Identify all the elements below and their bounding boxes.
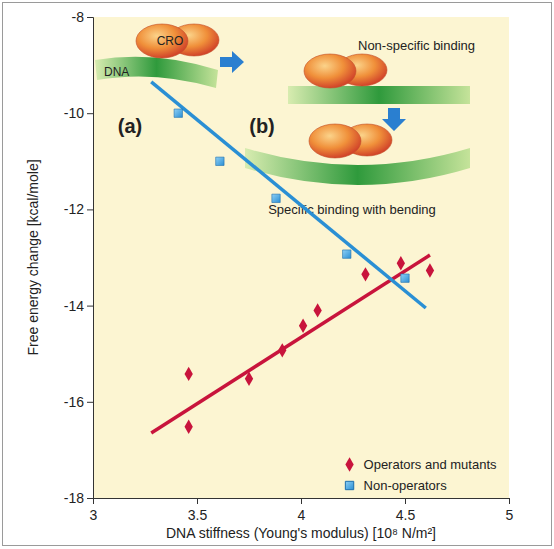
x-tick: 3 [90, 498, 98, 523]
data-point [185, 420, 193, 434]
y-tick-label: -16 [64, 394, 84, 410]
y-axis-line [87, 18, 94, 499]
x-tick-mark [197, 498, 198, 504]
legend-label: Operators and mutants [364, 457, 497, 472]
annotation: DNA [104, 65, 129, 79]
legend-label: Non-operators [364, 478, 448, 493]
data-point [245, 372, 253, 386]
fit-line [151, 255, 430, 433]
x-axis-title: DNA stiffness (Young's modulus) [10⁸ N/m… [166, 525, 436, 541]
plot-background [93, 17, 509, 498]
x-tick: 4 [298, 498, 306, 523]
data-point [216, 157, 224, 165]
legend-marker [345, 457, 353, 471]
protein-lobe [304, 54, 356, 88]
data-point [313, 303, 321, 317]
y-tick: -18 [64, 490, 93, 506]
y-tick: -8 [72, 9, 93, 25]
protein-icon [309, 124, 392, 158]
data-point [185, 367, 193, 381]
x-tick: 4.5 [396, 498, 416, 523]
legend-item: Non-operators [345, 478, 447, 493]
annotation: Non-specific binding [358, 38, 475, 53]
protein-lobe [136, 24, 188, 58]
x-tick-label: 5 [506, 507, 514, 523]
legend: Operators and mutants Non-operators [345, 457, 497, 493]
data-point [272, 194, 280, 202]
frame [3, 3, 552, 546]
fit-line [151, 82, 426, 308]
x-tick-mark [405, 498, 406, 504]
data-point [401, 274, 409, 282]
data-point [174, 109, 182, 117]
protein-icon [136, 24, 219, 58]
y-tick: -12 [64, 201, 93, 217]
dna-icon [95, 57, 218, 88]
y-axis: -18 -16 -14 -12 -10 -8 [64, 9, 94, 506]
arrow-icon [220, 51, 244, 73]
y-tick-label: -10 [64, 105, 84, 121]
data-point [426, 263, 434, 277]
y-axis-title: Free energy change [kcal/mole] [25, 159, 41, 355]
y-tick-mark [87, 113, 93, 114]
annotation: (a) [118, 115, 142, 137]
y-tick-mark [87, 402, 93, 403]
y-tick-mark [87, 17, 93, 18]
legend-item: Operators and mutants [345, 457, 497, 472]
x-axis: 3 3.5 4 4.5 5 [90, 498, 514, 523]
annotation: CRO [157, 34, 184, 48]
marks [151, 82, 434, 434]
protein-lobe [309, 124, 361, 158]
data-point [278, 343, 286, 357]
y-tick-label: -12 [64, 201, 84, 217]
dna-icon [288, 86, 470, 104]
arrow-icon [382, 108, 406, 131]
y-tick-label: -14 [64, 298, 84, 314]
protein-icon [304, 54, 387, 88]
chart: 3 3.5 4 4.5 5 -18 -16 -14 -12 -10 -8 DNA stiffness … [0, 0, 554, 549]
x-tick-label: 4.5 [396, 507, 416, 523]
y-tick-mark [87, 498, 93, 499]
x-tick: 3.5 [188, 498, 208, 523]
data-point [397, 256, 405, 270]
x-tick: 5 [506, 498, 514, 523]
y-tick: -16 [64, 394, 93, 410]
annotation: Specific binding with bending [268, 202, 436, 217]
data-point [361, 267, 369, 281]
y-tick: -14 [64, 298, 93, 314]
x-tick-label: 3 [90, 507, 98, 523]
legend-marker [345, 481, 353, 489]
x-tick-label: 3.5 [188, 507, 208, 523]
y-tick-mark [87, 306, 93, 307]
y-tick: -10 [64, 105, 93, 121]
x-axis-line [94, 499, 510, 505]
annotation: (b) [249, 115, 275, 137]
x-tick-label: 4 [298, 507, 306, 523]
y-tick-label: -8 [72, 9, 85, 25]
data-point [299, 319, 307, 333]
data-point [343, 250, 351, 258]
x-tick-mark [509, 498, 510, 504]
y-tick-mark [87, 209, 93, 210]
x-tick-mark [301, 498, 302, 504]
y-tick-label: -18 [64, 490, 84, 506]
